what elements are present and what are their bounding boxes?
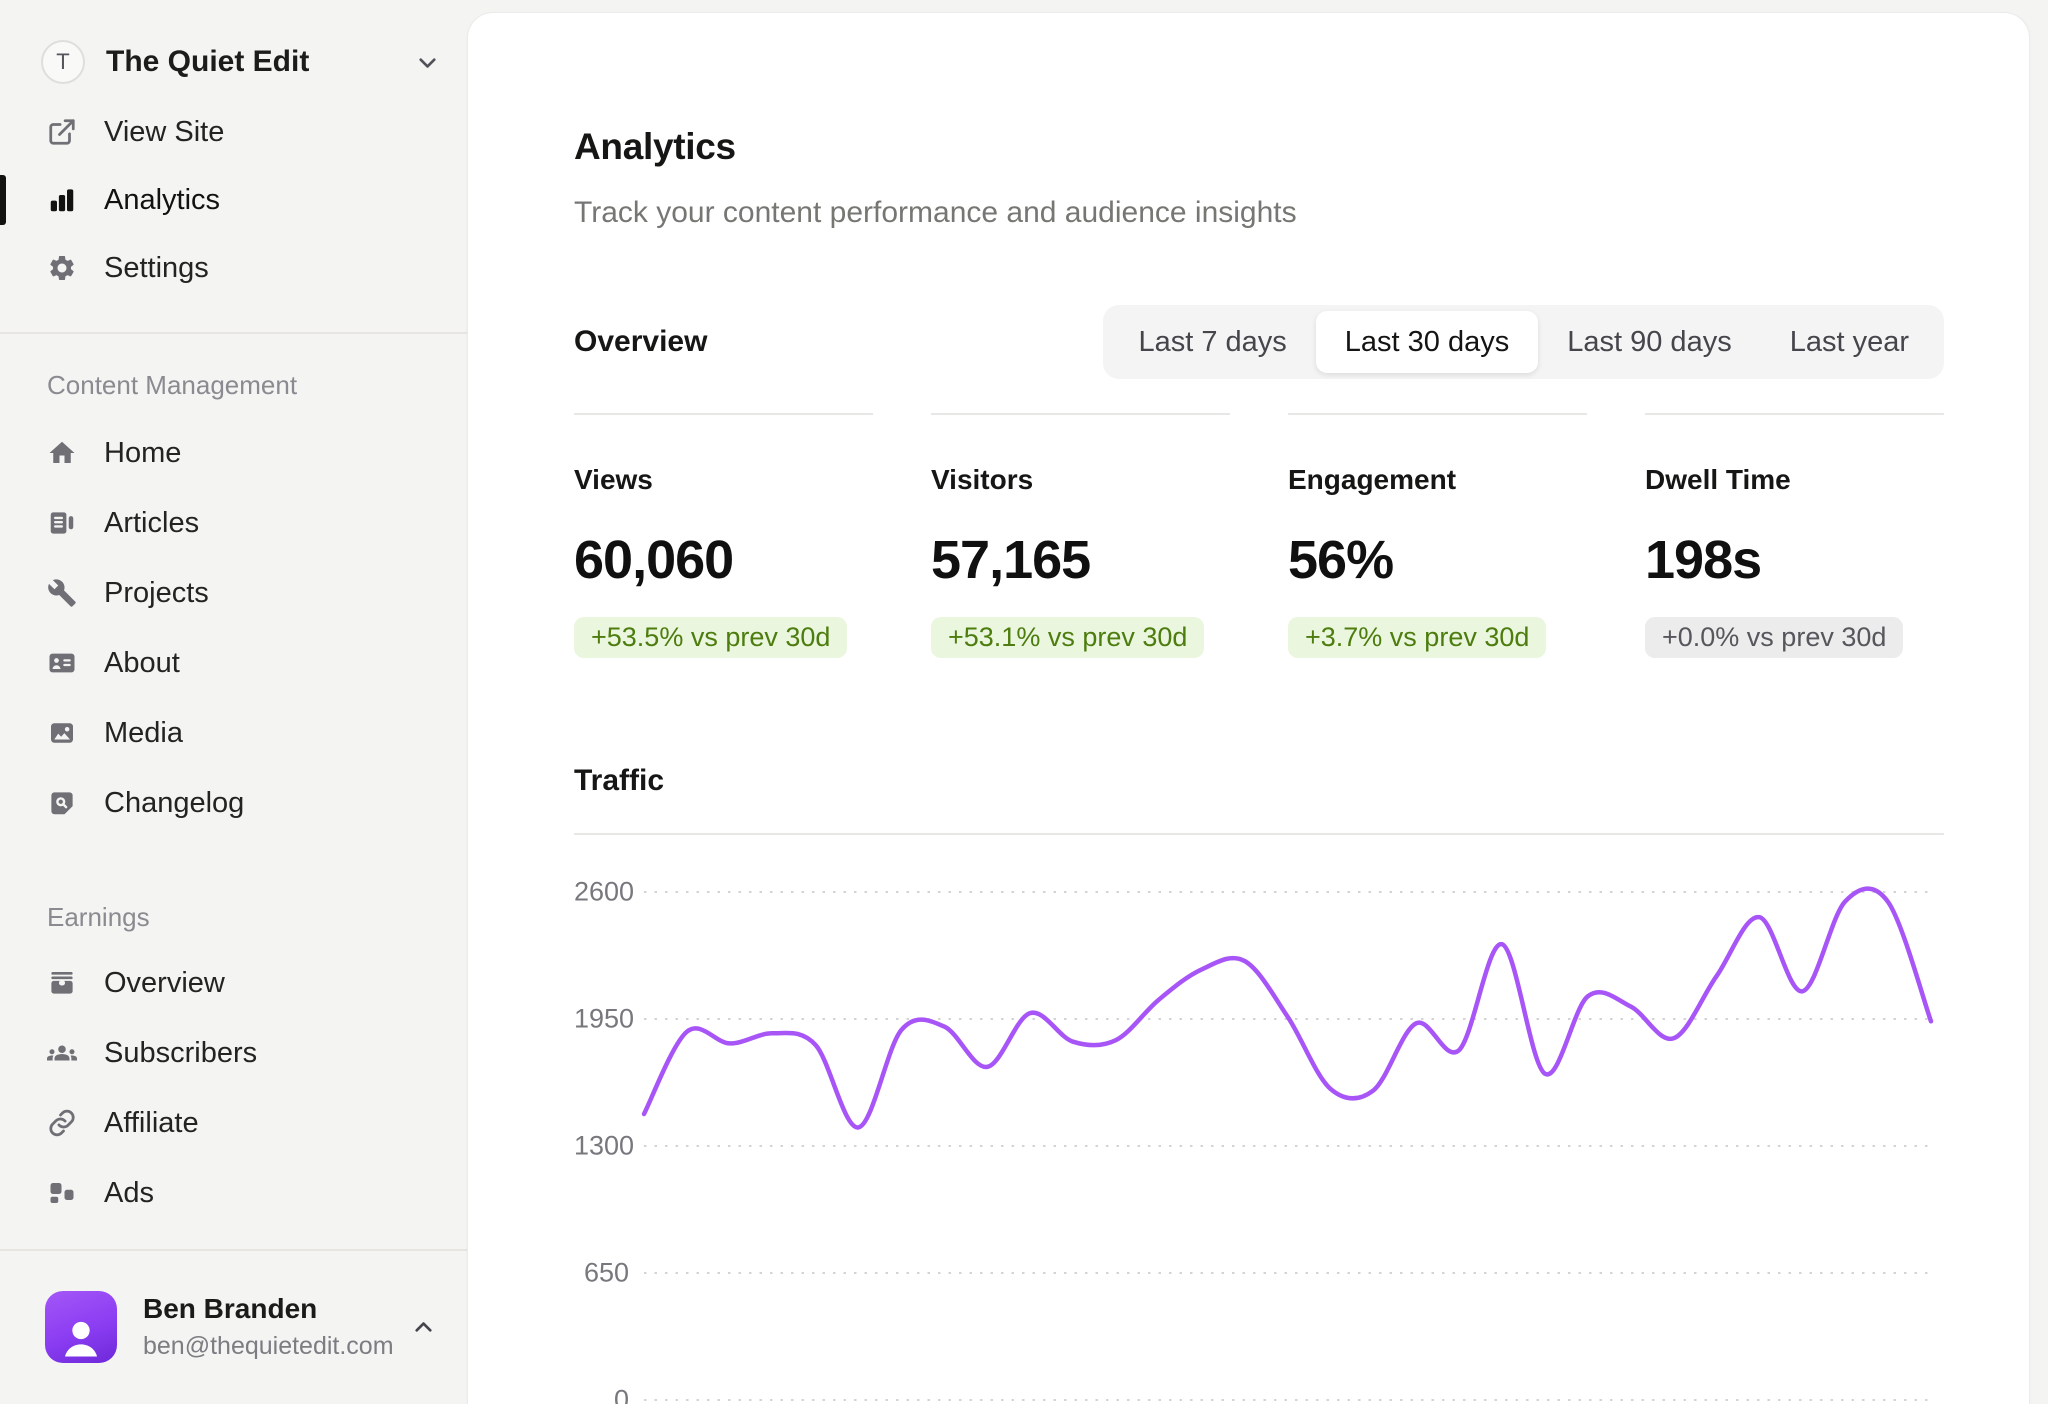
sidebar-primary-nav: View Site Analytics Settings [0,98,467,302]
overview-header-row: Overview Last 7 days Last 30 days Last 9… [574,305,1944,379]
user-name: Ben Branden [143,1293,318,1324]
gear-icon [47,253,77,283]
chevron-up-icon [410,1314,437,1341]
tab-last-30-days[interactable]: Last 30 days [1315,311,1539,373]
sidebar-item-articles[interactable]: Articles [0,488,467,558]
sidebar-item-changelog[interactable]: Changelog [0,768,467,838]
sidebar-item-label: Subscribers [104,1036,258,1069]
traffic-heading: Traffic [574,764,665,797]
stat-label: Views [574,464,653,495]
overview-heading: Overview [574,325,708,358]
sidebar-item-ads[interactable]: Ads [0,1158,467,1228]
workspace-avatar: T [41,40,85,84]
external-link-icon [47,117,77,147]
sidebar-item-overview[interactable]: Overview [0,948,467,1018]
stat-card-views: Views 60,060 +53.5% vs prev 30d [574,413,873,658]
workspace-name: The Quiet Edit [106,45,310,78]
y-axis-tick-label: 1950 [574,1003,635,1034]
bar-chart-icon [47,185,77,215]
sidebar-item-label: Overview [104,966,225,999]
section-label-earnings: Earnings [47,902,150,932]
sidebar-item-label: Projects [104,576,209,609]
sidebar-item-affiliate[interactable]: Affiliate [0,1088,467,1158]
sidebar-item-subscribers[interactable]: Subscribers [0,1018,467,1088]
user-email: ben@thequietedit.com [143,1332,394,1360]
time-range-tabs: Last 7 days Last 30 days Last 90 days La… [1103,305,1944,379]
stat-card-visitors: Visitors 57,165 +53.1% vs prev 30d [931,413,1230,658]
sidebar-item-label: Media [104,716,183,749]
wallet-icon [47,968,77,998]
stat-value: 57,165 [931,530,1091,590]
sidebar-item-label: Articles [104,506,200,539]
tab-last-90-days[interactable]: Last 90 days [1567,325,1732,358]
page-subtitle: Track your content performance and audie… [574,196,1297,229]
y-axis-tick-label: 0 [613,1384,629,1404]
stat-label: Engagement [1288,464,1457,495]
traffic-line-series [641,886,1934,1130]
sidebar-divider [0,332,467,334]
sidebar-item-view-site[interactable]: View Site [0,98,467,166]
sidebar-item-label: Home [104,436,182,469]
stat-value: 198s [1645,530,1762,590]
sidebar-item-label: Ads [104,1176,154,1209]
stat-card-engagement: Engagement 56% +3.7% vs prev 30d [1288,413,1587,658]
sidebar-footer: Ben Branden ben@thequietedit.com [0,1249,467,1363]
sidebar: T The Quiet Edit View Site Analytics Set… [0,0,467,1404]
stats-grid: Views 60,060 +53.5% vs prev 30d Visitors… [574,413,1944,658]
users-icon [47,1038,77,1068]
image-icon [47,718,77,748]
sidebar-item-analytics[interactable]: Analytics [0,166,467,234]
traffic-line-chart: 2600 1950 1300 650 0 [574,835,1944,1404]
sidebar-item-label: Analytics [104,183,221,216]
user-info: Ben Branden ben@thequietedit.com [143,1293,394,1361]
chevron-down-icon [414,49,441,76]
file-search-icon [47,788,77,818]
sidebar-item-home[interactable]: Home [0,418,467,488]
stat-label: Dwell Time [1645,464,1791,495]
sidebar-item-label: About [104,646,180,679]
home-icon [47,438,77,468]
tab-last-year[interactable]: Last year [1789,325,1909,358]
workspace-switcher[interactable]: T The Quiet Edit [41,26,441,98]
user-avatar [45,1291,117,1363]
tab-last-7-days[interactable]: Last 7 days [1138,325,1287,358]
y-axis-tick-label: 2600 [574,876,635,907]
stat-delta-badge: +53.5% vs prev 30d [574,617,848,658]
id-card-icon [47,648,77,678]
stat-delta-badge: +53.1% vs prev 30d [931,617,1205,658]
sidebar-section-earnings: Overview Subscribers Affiliate Ads [0,948,467,1228]
stat-card-dwell-time: Dwell Time 198s +0.0% vs prev 30d [1645,413,1944,658]
articles-icon [47,508,77,538]
sidebar-item-about[interactable]: About [0,628,467,698]
sidebar-section-content-management: Home Articles Projects About Media [0,418,467,838]
stat-label: Visitors [931,464,1034,495]
stat-value: 60,060 [574,530,734,590]
sidebar-item-settings[interactable]: Settings [0,234,467,302]
main-content-card: Analytics Track your content performance… [467,12,2030,1404]
sidebar-item-label: Settings [104,251,209,284]
person-icon [64,1321,98,1357]
stat-delta-badge: +3.7% vs prev 30d [1288,617,1547,658]
page-title: Analytics [574,126,736,167]
sidebar-item-label: View Site [104,115,225,148]
sidebar-item-label: Affiliate [104,1106,199,1139]
wrench-icon [47,578,77,608]
stat-value: 56% [1288,530,1394,590]
y-axis-tick-label: 1300 [574,1130,635,1161]
traffic-chart-svg [641,886,1934,1401]
link-icon [47,1108,77,1138]
section-label-content-management: Content Management [47,370,298,400]
sidebar-item-media[interactable]: Media [0,698,467,768]
user-profile[interactable]: Ben Branden ben@thequietedit.com [0,1251,467,1363]
traffic-divider [574,833,1944,835]
ad-blocks-icon [47,1178,77,1208]
sidebar-item-label: Changelog [104,786,245,819]
y-axis-tick-label: 650 [583,1257,629,1288]
stat-delta-badge: +0.0% vs prev 30d [1645,617,1904,658]
sidebar-item-projects[interactable]: Projects [0,558,467,628]
